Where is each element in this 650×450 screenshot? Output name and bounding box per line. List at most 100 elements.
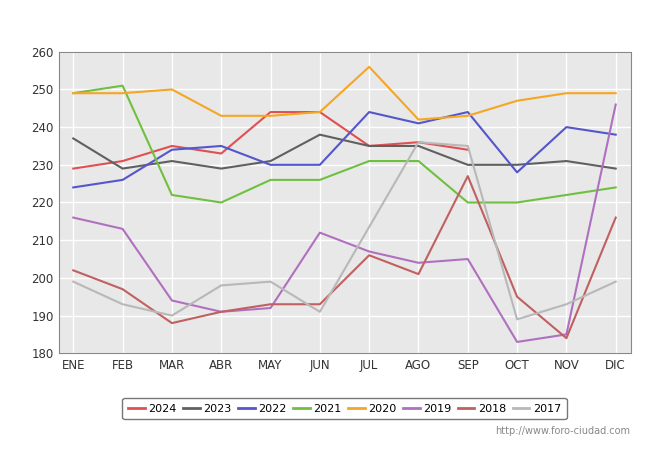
- 2023: [562, 158, 570, 164]
- 2024: [119, 158, 127, 164]
- 2024: [365, 143, 373, 148]
- 2023: [316, 132, 324, 137]
- 2024: [415, 140, 422, 145]
- 2021: [119, 83, 127, 88]
- 2018: [415, 271, 422, 277]
- 2018: [612, 215, 619, 220]
- 2021: [168, 192, 176, 198]
- 2024: [217, 151, 225, 156]
- 2024: [464, 147, 472, 153]
- 2020: [217, 113, 225, 118]
- 2019: [70, 215, 77, 220]
- 2020: [316, 109, 324, 115]
- 2020: [266, 113, 274, 118]
- 2017: [119, 302, 127, 307]
- Line: 2022: 2022: [73, 112, 616, 187]
- 2020: [464, 113, 472, 118]
- 2022: [464, 109, 472, 115]
- 2019: [365, 249, 373, 254]
- 2019: [266, 305, 274, 310]
- 2023: [70, 136, 77, 141]
- 2019: [316, 230, 324, 235]
- 2024: [168, 143, 176, 148]
- 2018: [365, 252, 373, 258]
- Legend: 2024, 2023, 2022, 2021, 2020, 2019, 2018, 2017: 2024, 2023, 2022, 2021, 2020, 2019, 2018…: [122, 398, 567, 419]
- 2021: [316, 177, 324, 183]
- 2017: [168, 313, 176, 318]
- 2021: [70, 90, 77, 96]
- 2019: [217, 309, 225, 315]
- 2022: [415, 121, 422, 126]
- 2022: [217, 143, 225, 148]
- 2021: [514, 200, 521, 205]
- 2019: [168, 298, 176, 303]
- 2017: [217, 283, 225, 288]
- 2020: [415, 117, 422, 122]
- 2018: [514, 294, 521, 299]
- 2022: [316, 162, 324, 167]
- 2017: [514, 317, 521, 322]
- 2019: [415, 260, 422, 265]
- 2021: [415, 158, 422, 164]
- 2018: [562, 335, 570, 341]
- 2017: [266, 279, 274, 284]
- 2022: [612, 132, 619, 137]
- 2019: [119, 226, 127, 232]
- 2018: [217, 309, 225, 315]
- 2017: [70, 279, 77, 284]
- 2017: [464, 143, 472, 148]
- 2020: [168, 87, 176, 92]
- 2019: [514, 339, 521, 345]
- 2021: [562, 192, 570, 198]
- 2023: [464, 162, 472, 167]
- 2017: [562, 302, 570, 307]
- 2020: [612, 90, 619, 96]
- 2022: [365, 109, 373, 115]
- 2017: [612, 279, 619, 284]
- 2023: [514, 162, 521, 167]
- 2022: [119, 177, 127, 183]
- 2021: [464, 200, 472, 205]
- 2019: [464, 256, 472, 262]
- 2023: [365, 143, 373, 148]
- 2024: [316, 109, 324, 115]
- 2023: [612, 166, 619, 171]
- Line: 2018: 2018: [73, 176, 616, 338]
- 2022: [514, 170, 521, 175]
- Line: 2024: 2024: [73, 112, 468, 169]
- 2018: [70, 268, 77, 273]
- Text: Afiliados en Casas de Benítez a 30/9/2024: Afiliados en Casas de Benítez a 30/9/202…: [164, 13, 486, 27]
- Text: http://www.foro-ciudad.com: http://www.foro-ciudad.com: [495, 427, 630, 436]
- 2023: [266, 158, 274, 164]
- 2017: [415, 140, 422, 145]
- 2021: [612, 184, 619, 190]
- 2018: [266, 302, 274, 307]
- 2019: [612, 102, 619, 107]
- 2023: [119, 166, 127, 171]
- 2018: [316, 302, 324, 307]
- 2022: [562, 124, 570, 130]
- 2018: [168, 320, 176, 326]
- 2022: [70, 184, 77, 190]
- Line: 2023: 2023: [73, 135, 616, 169]
- 2020: [514, 98, 521, 104]
- 2019: [562, 332, 570, 337]
- 2018: [119, 287, 127, 292]
- 2024: [70, 166, 77, 171]
- 2020: [365, 64, 373, 69]
- 2018: [464, 173, 472, 179]
- 2021: [266, 177, 274, 183]
- 2023: [217, 166, 225, 171]
- Line: 2017: 2017: [73, 142, 616, 320]
- 2020: [70, 90, 77, 96]
- Line: 2021: 2021: [73, 86, 616, 202]
- 2020: [119, 90, 127, 96]
- 2024: [266, 109, 274, 115]
- 2023: [168, 158, 176, 164]
- 2022: [168, 147, 176, 153]
- Line: 2019: 2019: [73, 104, 616, 342]
- 2021: [217, 200, 225, 205]
- 2022: [266, 162, 274, 167]
- Line: 2020: 2020: [73, 67, 616, 120]
- 2017: [316, 309, 324, 315]
